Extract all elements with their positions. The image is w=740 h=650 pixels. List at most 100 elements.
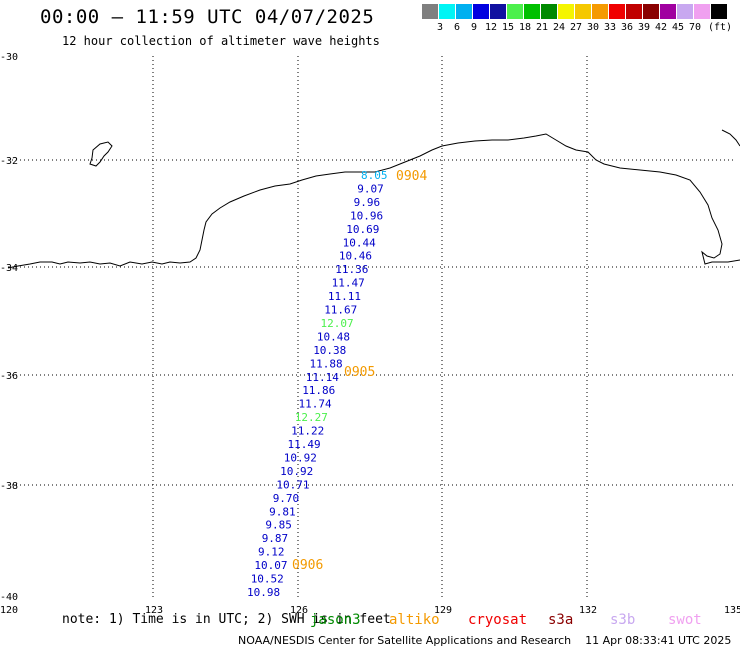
scale-label: 18: [518, 22, 532, 33]
time-label-0906: 0906: [292, 558, 323, 573]
wave-height-value: 10.96: [350, 209, 383, 222]
wave-height-value: 11.22: [291, 425, 324, 438]
time-label-0905: 0905: [344, 365, 375, 380]
scale-swatch: [677, 4, 693, 19]
legend-s3b: s3b: [610, 612, 636, 628]
note-text: note: 1) Time is in UTC; 2) SWH is in fe…: [62, 612, 391, 627]
wave-height-value: 10.69: [346, 223, 379, 236]
wave-height-value: 11.67: [324, 304, 357, 317]
coast-fragment: [721, 129, 740, 147]
wave-height-value: 8.05: [361, 169, 388, 182]
wave-height-value: 11.47: [332, 277, 365, 290]
scale-swatch: [422, 4, 438, 19]
scale-swatch: [524, 4, 540, 19]
scale-label: 12: [484, 22, 498, 33]
legend-swot: swot: [668, 612, 702, 628]
wave-height-value: 9.87: [262, 532, 289, 545]
scale-swatch: [660, 4, 676, 19]
wave-height-value: 11.74: [299, 398, 332, 411]
wave-height-labels: 8.059.079.9610.9610.6910.4410.4611.3611.…: [247, 169, 388, 599]
scale-label: 70: [688, 22, 702, 33]
wave-height-value: 11.86: [302, 384, 335, 397]
scale-label: 24: [552, 22, 566, 33]
lon-tick-label: 126: [290, 605, 308, 616]
wave-height-value: 10.48: [317, 330, 350, 343]
wave-height-value: 10.46: [339, 250, 372, 263]
wave-height-value: 11.36: [335, 263, 368, 276]
scale-label: 36: [620, 22, 634, 33]
scale-swatch: [490, 4, 506, 19]
legend-jason3: jason3: [310, 612, 361, 628]
wave-height-value: 9.70: [273, 492, 300, 505]
wave-height-value: 11.88: [310, 357, 343, 370]
wave-height-value: 10.38: [313, 344, 346, 357]
credit-footer: NOAA/NESDIS Center for Satellite Applica…: [238, 634, 731, 647]
scale-swatch: [507, 4, 523, 19]
legend-s3a: s3a: [548, 612, 574, 628]
scale-swatch: [592, 4, 608, 19]
scale-swatch: [541, 4, 557, 19]
lon-tick-label: 123: [145, 605, 163, 616]
wave-height-value: 9.81: [269, 505, 296, 518]
scale-swatch: [643, 4, 659, 19]
lon-tick-label: 132: [579, 605, 597, 616]
wave-height-value: 9.96: [354, 196, 381, 209]
scale-label: 39: [637, 22, 651, 33]
wave-height-value: 10.71: [276, 478, 309, 491]
scale-label: 9: [470, 22, 478, 33]
wave-height-value: 9.85: [265, 519, 292, 532]
scale-swatch: [626, 4, 642, 19]
lon-tick-label: 129: [434, 605, 452, 616]
wave-height-value: 9.07: [357, 183, 384, 196]
scale-swatch: [439, 4, 455, 19]
scale-label: 45: [671, 22, 685, 33]
scale-label: 21: [535, 22, 549, 33]
scale-swatch: [609, 4, 625, 19]
wave-height-value: 12.07: [321, 317, 354, 330]
wave-height-value: 10.98: [247, 586, 280, 599]
legend-altiko: altiko: [389, 612, 440, 628]
wave-height-value: 12.27: [295, 411, 328, 424]
lon-tick-label: 135: [724, 605, 740, 616]
wave-height-value: 10.44: [343, 236, 376, 249]
axis-ticks: 120 123 126 129 132 135 -30 -32 -34 -36 -38 -40: [0, 52, 740, 616]
coastline: [7, 133, 740, 269]
wave-height-value: 10.07: [254, 559, 287, 572]
scale-swatch: [473, 4, 489, 19]
scale-label: 6: [453, 22, 461, 33]
graticule: [8, 56, 735, 600]
wave-height-value: 10.52: [251, 573, 284, 586]
scale-label: 33: [603, 22, 617, 33]
lat-tick-label: -40: [0, 592, 18, 603]
scale-label: 42: [654, 22, 668, 33]
scale-swatch: [711, 4, 727, 19]
wave-height-value: 9.12: [258, 546, 285, 559]
time-label-0904: 0904: [396, 169, 427, 184]
credit-text: NOAA/NESDIS Center for Satellite Applica…: [238, 634, 572, 647]
generated-time: 11 Apr 08:33:41 UTC 2025: [585, 634, 732, 647]
scale-label: 3: [436, 22, 444, 33]
wave-height-value: 10.92: [280, 465, 313, 478]
wave-height-value: 11.49: [288, 438, 321, 451]
scale-swatch: [456, 4, 472, 19]
scale-label: 30: [586, 22, 600, 33]
scale-label: 27: [569, 22, 583, 33]
legend-cryosat: cryosat: [468, 612, 528, 628]
lat-tick-label: -38: [0, 481, 18, 492]
wave-height-value: 11.14: [306, 371, 339, 384]
lat-tick-label: -30: [0, 52, 18, 63]
map-subtitle: 12 hour collection of altimeter wave hei…: [62, 34, 380, 48]
scale-label: 15: [501, 22, 515, 33]
lat-tick-label: -32: [0, 156, 18, 167]
wave-height-value: 10.92: [284, 452, 317, 465]
wave-height-value: 11.11: [328, 290, 361, 303]
scale-unit: (ft): [707, 22, 733, 33]
scale-swatch: [575, 4, 591, 19]
lon-tick-label: 120: [0, 605, 18, 616]
island-outline: [89, 141, 113, 167]
map-title: 00:00 – 11:59 UTC 04/07/2025: [40, 6, 375, 28]
scale-swatch: [694, 4, 710, 19]
lat-tick-label: -36: [0, 371, 18, 382]
scale-swatch: [558, 4, 574, 19]
